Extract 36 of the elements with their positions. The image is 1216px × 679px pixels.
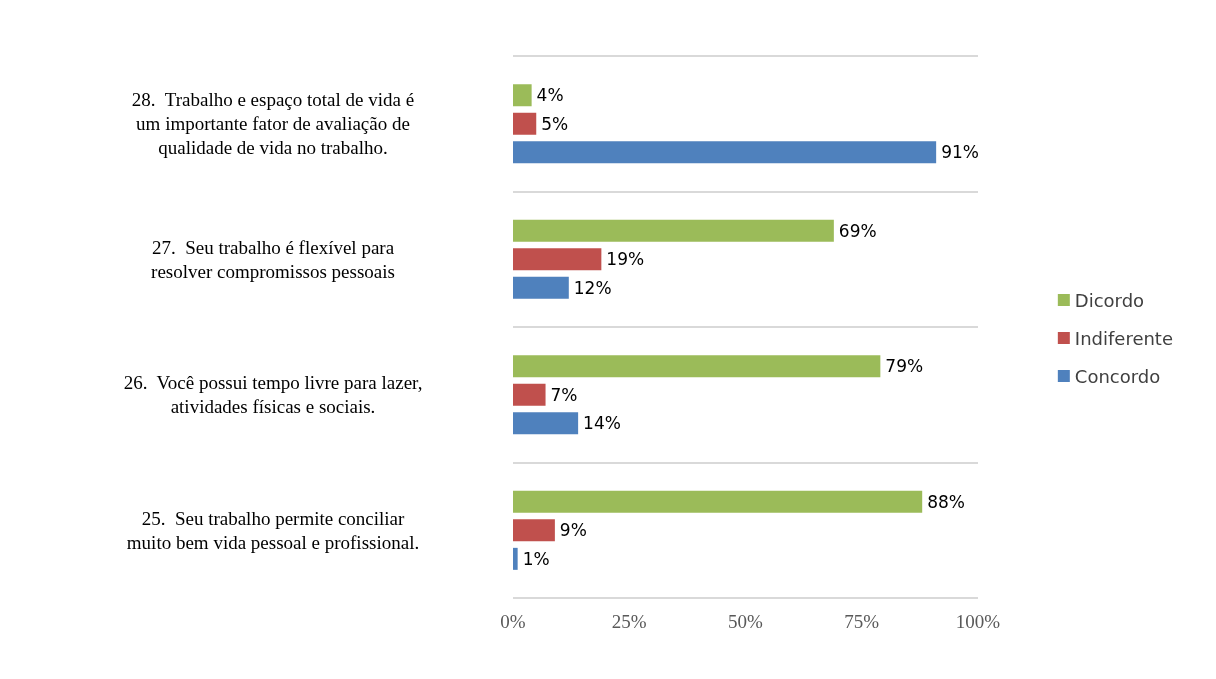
y-tick-label: 25. Seu trabalho permite conciliar muito bem vida pessoal e profissional. — [126, 507, 420, 553]
x-tick-label: 0% — [500, 611, 526, 632]
bar — [513, 84, 532, 107]
x-tick-label: 100% — [955, 611, 1001, 632]
bar — [513, 383, 546, 406]
bar — [513, 490, 923, 513]
y-tick-label: 27. Seu trabalho é flexível para resolver compromissos pessoais — [151, 236, 395, 282]
legend-label: Concordo — [1074, 365, 1161, 387]
legend-label: Indiferente — [1074, 327, 1174, 349]
data-label: 5% — [541, 113, 569, 134]
bar — [513, 219, 834, 242]
bar — [513, 547, 518, 570]
data-label: 1% — [522, 548, 550, 569]
data-label: 14% — [583, 413, 621, 434]
bar — [513, 412, 579, 435]
bar — [513, 141, 937, 164]
bar — [513, 355, 881, 378]
data-label: 7% — [550, 384, 578, 405]
data-label: 69% — [838, 220, 877, 241]
data-label: 91% — [941, 142, 979, 163]
x-tick-label: 50% — [728, 611, 764, 632]
x-tick-label: 25% — [611, 611, 647, 632]
bar — [513, 248, 602, 271]
data-label: 79% — [885, 356, 924, 377]
data-label: 19% — [606, 249, 645, 270]
bar — [513, 276, 569, 299]
legend-label: Dicordo — [1074, 289, 1145, 311]
data-label: 9% — [559, 520, 587, 541]
x-tick-label: 75% — [844, 611, 880, 632]
bar — [513, 112, 537, 135]
data-label: 88% — [927, 491, 965, 512]
y-tick-label: 28. Trabalho e espaço total de vida é um importante fator de avaliação de qualidade de vida no trabalho. — [131, 89, 415, 159]
y-tick-label: 26. Você possui tempo livre para lazer, atividades físicas e sociais. — [123, 372, 423, 418]
data-label: 12% — [573, 277, 612, 298]
bar — [513, 519, 555, 542]
data-label: 4% — [536, 85, 564, 106]
